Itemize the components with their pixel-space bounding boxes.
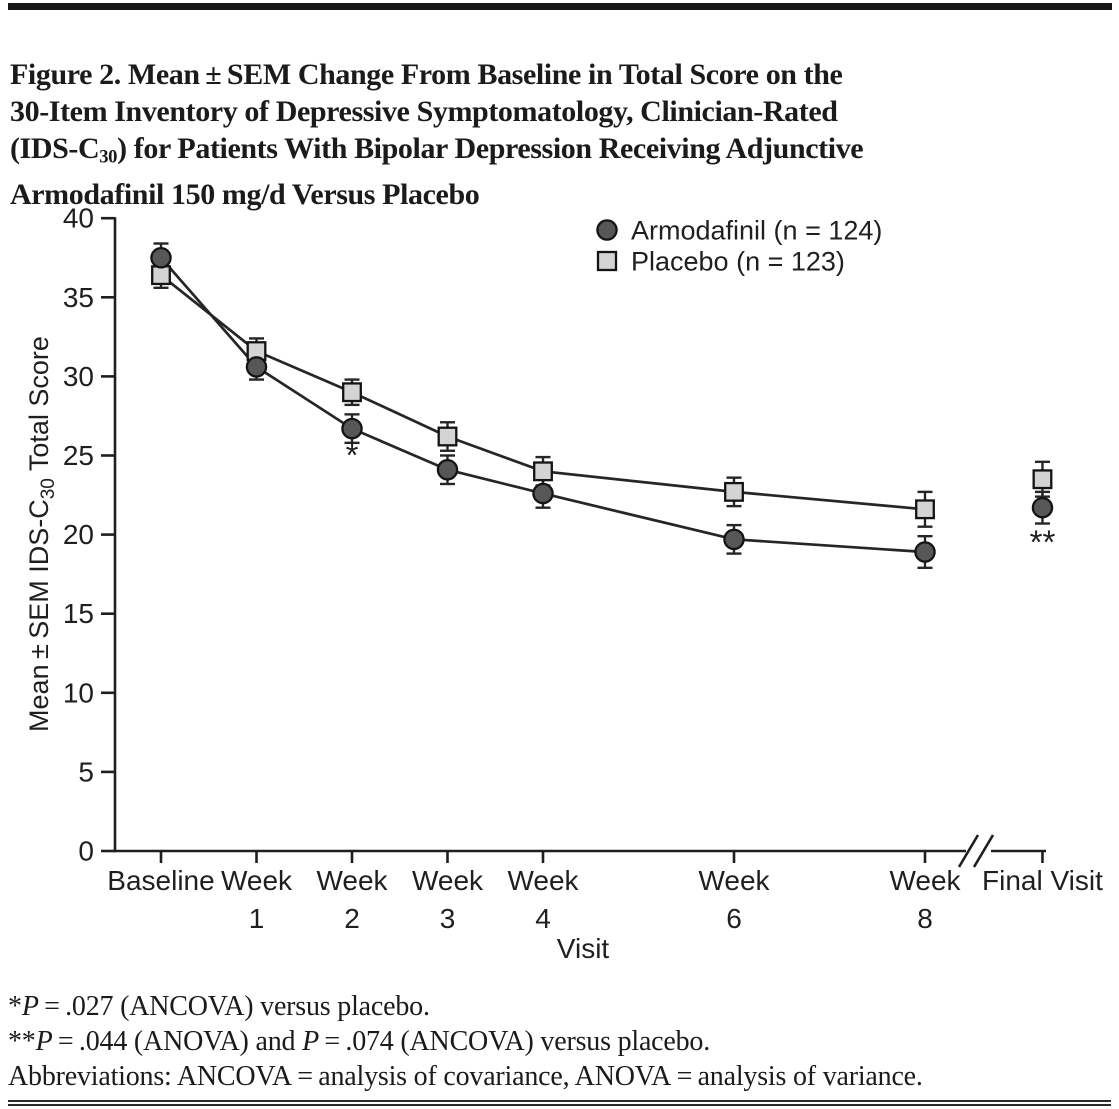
footnote-abbreviations: Abbreviations: ANCOVA = analysis of cova…: [8, 1061, 923, 1092]
figure-title: Figure 2. Mean ± SEM Change From Baselin…: [10, 56, 1110, 213]
axis-break-icon: [957, 834, 980, 868]
x-tick-label: 6: [726, 903, 742, 934]
data-point-armodafinil: [150, 247, 172, 269]
y-tick-label: 20: [63, 519, 94, 550]
data-point-placebo: [437, 426, 458, 447]
y-tick-label: 40: [63, 203, 94, 234]
title-line-4: Armodafinil 150 mg/d Versus Placebo: [10, 177, 480, 211]
data-point-armodafinil: [532, 482, 554, 505]
data-point-placebo: [151, 265, 171, 286]
title-line-3: (IDS-C30) for Patients With Bipolar Depr…: [10, 132, 864, 168]
title-line-2: 30-Item Inventory of Depressive Symptoma…: [10, 95, 838, 128]
bottom-rule: [8, 1100, 1111, 1106]
x-tick-label: Week: [221, 865, 293, 896]
x-tick-label: 1: [249, 903, 265, 934]
significance-marker: **: [1030, 524, 1056, 561]
legend-marker-square-icon: [596, 250, 618, 272]
title-subscript: 30: [99, 146, 118, 168]
data-point-placebo: [915, 499, 935, 520]
x-tick-label: Baseline: [107, 865, 214, 896]
legend-label: Armodafinil (n = 124): [631, 216, 882, 246]
x-tick-label: Week: [698, 865, 770, 896]
x-tick-label: Week: [889, 865, 961, 896]
y-tick-label: 30: [63, 361, 94, 392]
top-rule: [8, 3, 1112, 10]
x-tick-label: Week: [507, 865, 579, 896]
data-point-placebo: [342, 382, 362, 403]
y-tick-label: 15: [63, 598, 94, 629]
data-point-armodafinil: [245, 356, 268, 378]
x-tick-label: 4: [535, 903, 551, 934]
x-tick-label: Final Visit: [982, 865, 1103, 896]
legend-marker-circle-icon: [596, 219, 618, 241]
data-point-placebo: [1032, 469, 1053, 490]
data-point-armodafinil: [341, 417, 363, 440]
x-tick-label: 8: [917, 903, 933, 934]
footnote-1: *P = .027 (ANCOVA) versus placebo.: [8, 991, 430, 1022]
x-tick-label: Week: [316, 865, 388, 896]
y-tick-label: 5: [78, 756, 94, 787]
legend-label: Placebo (n = 123): [631, 247, 845, 277]
data-point-armodafinil: [436, 458, 459, 481]
data-point-armodafinil: [723, 528, 745, 551]
axis-break-icon: [972, 834, 995, 868]
footnote-2: **P = .044 (ANOVA) and P = .074 (ANCOVA)…: [8, 1026, 711, 1057]
y-tick-label: 10: [63, 677, 94, 708]
figure-footnotes: *P = .027 (ANCOVA) versus placebo. **P =…: [8, 989, 1113, 1094]
x-axis-title: Visit: [557, 933, 610, 964]
legend: Armodafinil (n = 124)Placebo (n = 123): [596, 216, 882, 277]
significance-marker: *: [346, 437, 359, 474]
y-tick-label: 0: [78, 836, 94, 867]
data-point-placebo: [533, 461, 553, 482]
series: ***: [150, 242, 1056, 570]
y-tick-label: 35: [63, 282, 94, 313]
x-tick-label: Week: [412, 865, 484, 896]
y-axis-title: Mean ± SEM IDS-C30 Total Score: [24, 336, 59, 732]
y-tick-label: 25: [63, 440, 94, 471]
x-tick-label: 2: [344, 903, 360, 934]
title-line-1: Figure 2. Mean ± SEM Change From Baselin…: [10, 58, 843, 91]
x-tick-label: 3: [440, 903, 456, 934]
data-point-placebo: [724, 481, 744, 502]
data-point-armodafinil: [914, 541, 936, 563]
data-point-armodafinil: [1031, 496, 1054, 519]
